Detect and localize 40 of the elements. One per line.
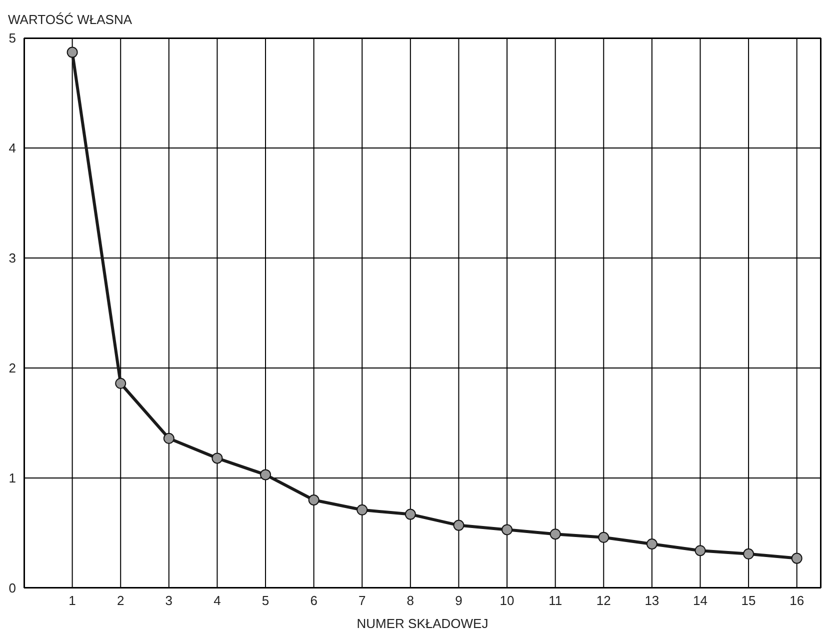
point (598, 532, 610, 543)
point (356, 504, 368, 516)
point (260, 469, 272, 480)
point (404, 508, 416, 520)
y-axis-title: WARTOŚĆ WŁASNA (8, 12, 132, 27)
x-tick-label: 13 (644, 593, 660, 608)
x-tick-label: 12 (596, 593, 611, 608)
point (502, 524, 513, 536)
x-tick-label: 6 (310, 593, 318, 608)
y-tick-label: 5 (8, 30, 16, 46)
y-tick-label: 3 (8, 250, 16, 266)
x-tick-label: 16 (790, 593, 804, 608)
point (791, 552, 802, 564)
x-tick-label: 1 (68, 593, 76, 608)
x-tick-label: 9 (455, 593, 462, 608)
point (308, 494, 320, 506)
x-tick-label: 15 (741, 593, 756, 608)
point (66, 46, 78, 58)
x-tick-label: 8 (406, 593, 414, 608)
x-tick-label: 2 (116, 593, 124, 608)
point (115, 378, 126, 389)
y-tick-label: 4 (8, 140, 16, 156)
x-tick-label: 14 (693, 593, 708, 608)
y-tick-label: 1 (8, 470, 16, 486)
point (743, 548, 754, 560)
point (163, 432, 174, 444)
point (694, 545, 706, 556)
x-tick-label: 4 (214, 593, 221, 608)
x-tick-label: 3 (165, 593, 173, 608)
x-tick-label: 11 (548, 593, 562, 608)
y-tick-label: 2 (8, 360, 16, 376)
point (550, 528, 561, 540)
point (453, 520, 464, 531)
point (646, 538, 658, 550)
x-axis-title: NUMER SKŁADOWEJ (356, 616, 488, 631)
x-tick-label: 7 (358, 593, 366, 608)
y-tick-label: 0 (8, 580, 16, 596)
x-tick-label: 10 (500, 593, 514, 608)
point (212, 452, 223, 464)
x-tick-label: 5 (262, 593, 270, 608)
